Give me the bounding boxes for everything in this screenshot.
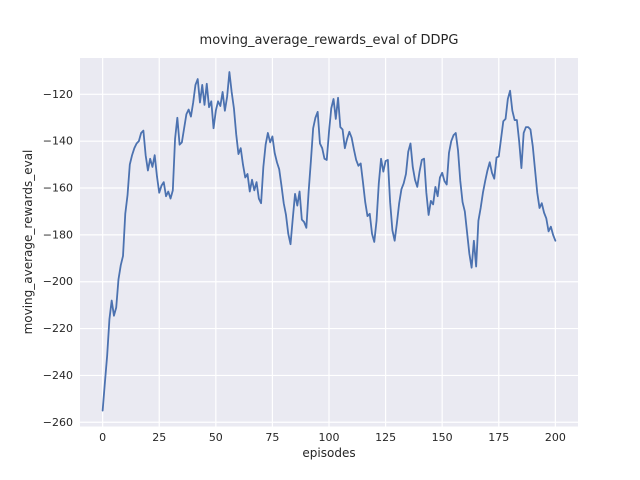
y-tick-label: −240 — [43, 369, 73, 382]
x-tick-label: 50 — [209, 431, 223, 444]
y-tick-label: −120 — [43, 88, 73, 101]
x-tick-label: 100 — [319, 431, 340, 444]
x-tick-label: 175 — [488, 431, 509, 444]
x-tick-label: 200 — [545, 431, 566, 444]
x-tick-label: 75 — [265, 431, 279, 444]
y-tick-label: −260 — [43, 416, 73, 429]
y-axis-label: moving_average_rewards_eval — [21, 149, 35, 335]
x-tick-label: 125 — [375, 431, 396, 444]
y-tick-label: −220 — [43, 322, 73, 335]
x-tick-label: 150 — [432, 431, 453, 444]
y-tick-label: −140 — [43, 135, 73, 148]
y-tick-label: −180 — [43, 228, 73, 241]
x-tick-label: 25 — [152, 431, 166, 444]
x-tick-label: 0 — [99, 431, 106, 444]
series-line — [101, 71, 557, 412]
y-tick-label: −200 — [43, 275, 73, 288]
chart-title: moving_average_rewards_eval of DDPG — [199, 33, 459, 48]
x-axis-label: episodes — [302, 446, 356, 460]
y-tick-label: −160 — [43, 182, 73, 195]
